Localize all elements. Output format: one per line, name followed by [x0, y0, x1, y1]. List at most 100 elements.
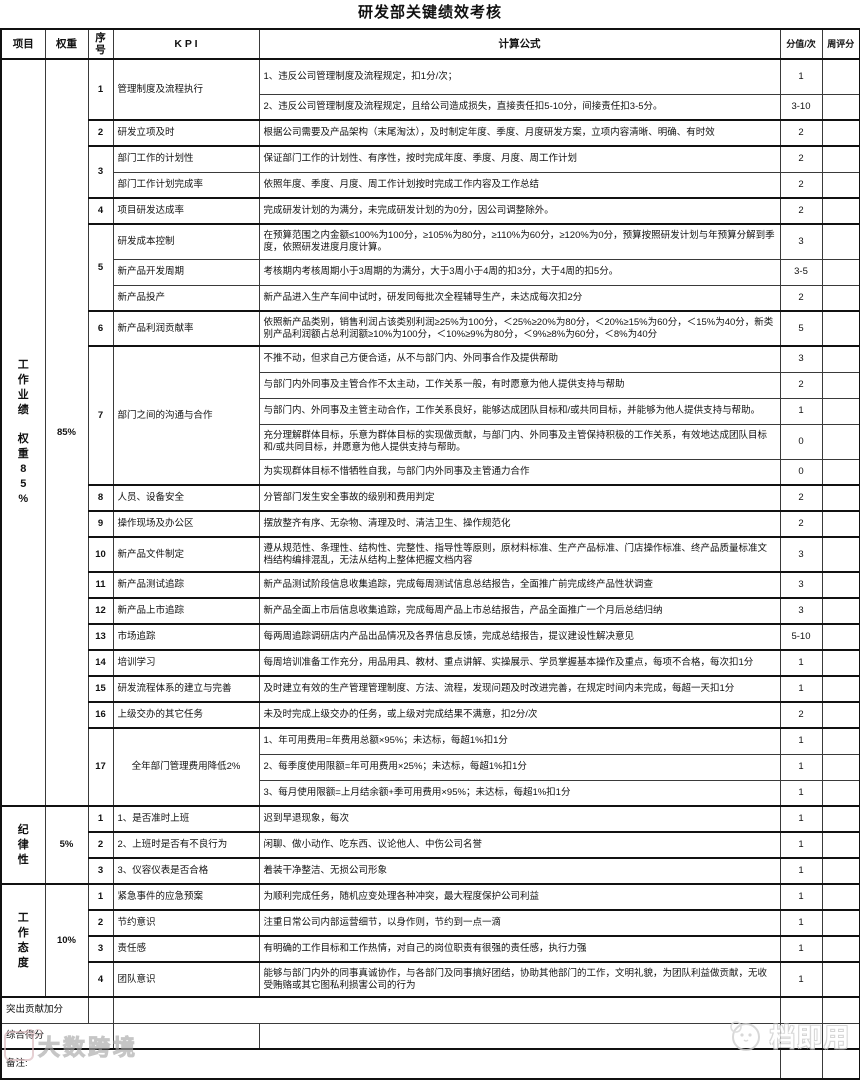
kpi-cell: 新产品利润贡献率	[112, 310, 260, 347]
table-row: 17 全年部门管理费用降低2% 1、年可用费用=年费用总额×95%；未达标，每超1%…	[1, 727, 860, 807]
table-row: 6 新产品利润贡献率 依照新产品类别，销售利润占该类别利润≥25%为100分，＜25…	[1, 310, 860, 347]
table-row: 10 新产品文件制定 遵从规范性、条理性、结构性、完整性、指导性等原则，原材料标准、…	[1, 536, 860, 573]
serial-cell: 7	[87, 345, 114, 486]
kpi-cell: 上级交办的其它任务	[112, 701, 260, 729]
serial-cell: 1	[87, 883, 114, 911]
week-score-cell	[821, 727, 860, 755]
week-score-cell	[821, 675, 860, 703]
weight-cell: 5%	[44, 805, 89, 885]
table-row: 15 研发流程体系的建立与完善 及时建立有效的生产管理管理制度、方法、流程，发现问题…	[1, 675, 860, 703]
total-score-label: 综合得分	[0, 1022, 114, 1050]
serial-cell: 17	[87, 727, 114, 807]
table-row: 2、每季度使用限额=年可用费用×25%；未达标，每超1%扣1分 1	[1, 753, 860, 781]
score-cell: 2	[779, 510, 823, 538]
table-header-row: 项目 权重 序号 K P I 计算公式 分值/次 周评分	[0, 28, 860, 60]
formula-cell: 摆放整齐有序、无杂物、清理及时、清洁卫生、操作规范化	[258, 510, 781, 538]
formula-cell: 着装干净整洁、无损公司形象	[258, 857, 781, 885]
remark-row: 备注:	[0, 1048, 860, 1080]
week-score-cell	[821, 223, 860, 260]
week-score-cell	[821, 571, 860, 599]
kpi-cell: 全年部门管理费用降低2%	[112, 727, 260, 807]
table-row: 11 新产品测试追踪 新产品测试阶段信息收集追踪，完成每周测试信息总结报告，全面推广…	[1, 571, 860, 599]
formula-cell: 依照新产品类别，销售利润占该类别利润≥25%为100分，＜25%≥20%为80分…	[258, 310, 781, 347]
score-cell: 1	[779, 753, 823, 781]
kpi-cell: 部门工作的计划性	[112, 145, 260, 173]
serial-cell: 6	[87, 310, 114, 347]
table-row: 4 团队意识 能够与部门内外的同事真诚协作，与各部门及同事搞好团结，协助其他部门的工…	[1, 961, 860, 998]
score-cell: 2	[779, 371, 823, 399]
week-score-cell	[821, 805, 860, 833]
table-row: 2、违反公司管理制度及流程规定，且给公司造成损失，直接责任扣5-10分，间接责任…	[1, 93, 860, 121]
formula-cell: 分管部门发生安全事故的级别和费用判定	[258, 484, 781, 512]
serial-cell: 3	[87, 935, 114, 963]
kpi-cell: 责任感	[112, 935, 260, 963]
kpi-cell: 管理制度及流程执行	[112, 58, 260, 121]
table-row: 7 部门之间的沟通与合作 不推不动，但求自己方便合适，从不与部门内、外同事合作及提供…	[1, 345, 860, 486]
kpi-cell: 节约意识	[112, 909, 260, 937]
total-score-cell	[779, 1022, 823, 1050]
score-cell: 2	[779, 119, 823, 147]
formula-cell: 充分理解群体目标，乐意为群体目标的实现做贡献，与部门内、外同事及主管保持积极的工…	[258, 423, 781, 460]
formula-cell: 注重日常公司内部运营细节，以身作则，节约到一点一滴	[258, 909, 781, 937]
week-score-cell	[821, 197, 860, 225]
kpi-cell: 操作现场及办公区	[112, 510, 260, 538]
kpi-table: 项目 权重 序号 K P I 计算公式 分值/次 周评分 工作业绩权重 8 5% 85…	[0, 28, 860, 1080]
kpi-cell: 市场追踪	[112, 623, 260, 651]
score-cell: 3-5	[779, 258, 823, 286]
score-cell: 3	[779, 536, 823, 573]
table-row: 工作业绩权重 8 5% 85% 1 管理制度及流程执行 1、违反公司管理制度及流程规定，扣1…	[0, 58, 860, 807]
project-cell: 工作业绩权重 8 5%	[0, 58, 46, 807]
bonus-week-cell	[821, 996, 860, 1024]
score-cell: 1	[779, 805, 823, 833]
week-score-cell	[821, 458, 860, 486]
table-row: 14 培训学习 每周培训准备工作充分，用品用具、教材、重点讲解、实操展示、学员掌握基…	[1, 649, 860, 677]
table-row: 8 人员、设备安全 分管部门发生安全事故的级别和费用判定 2	[1, 484, 860, 512]
week-score-cell	[821, 258, 860, 286]
week-score-cell	[821, 510, 860, 538]
week-score-cell	[821, 397, 860, 425]
total-mid-cell	[112, 1022, 260, 1050]
formula-cell: 考核期内考核周期小于3周期的为满分，大于3周小于4周的扣3分，大于4周的扣5分。	[258, 258, 781, 286]
week-score-cell	[821, 623, 860, 651]
score-cell: 3	[779, 223, 823, 260]
header-formula: 计算公式	[258, 28, 781, 60]
table-row: 纪律性 5% 1 1、是否准时上班 迟到早退现象，每次 1	[0, 805, 860, 885]
serial-cell: 14	[87, 649, 114, 677]
table-row: 12 新产品上市追踪 新产品全面上市后信息收集追踪，完成每周产品上市总结报告，产品全…	[1, 597, 860, 625]
header-project: 项目	[0, 28, 46, 60]
kpi-cell: 培训学习	[112, 649, 260, 677]
formula-cell: 新产品全面上市后信息收集追踪，完成每周产品上市总结报告，产品全面推广一个月后总结…	[258, 597, 781, 625]
kpi-cell: 2、上班时是否有不良行为	[112, 831, 260, 859]
serial-cell: 12	[87, 597, 114, 625]
week-score-cell	[821, 536, 860, 573]
score-cell: 1	[779, 935, 823, 963]
kpi-cell: 部门之间的沟通与合作	[112, 345, 260, 486]
table-row: 16 上级交办的其它任务 未及时完成上级交办的任务，或上级对完成结果不满意，扣2分/…	[1, 701, 860, 729]
score-cell: 1	[779, 909, 823, 937]
table-row: 13 市场追踪 每两周追踪调研店内产品出品情况及各界信息反馈，完成总结报告，提议建设…	[1, 623, 860, 651]
score-cell: 3	[779, 571, 823, 599]
table-row: 与部门内、外同事及主管主动合作，工作关系良好，能够达成团队目标和/或共同目标，并…	[1, 397, 860, 425]
bonus-row: 突出贡献加分	[0, 996, 860, 1024]
week-score-cell	[821, 345, 860, 373]
score-cell: 1	[779, 857, 823, 885]
score-cell: 1	[779, 675, 823, 703]
score-cell: 3	[779, 597, 823, 625]
formula-cell: 根据公司需要及产品架构（末尾淘汰），及时制定年度、季度、月度研发方案，立项内容清…	[258, 119, 781, 147]
formula-cell: 与部门内外同事及主管合作不太主动，工作关系一般，有时愿意为他人提供支持与帮助	[258, 371, 781, 399]
formula-cell: 1、年可用费用=年费用总额×95%；未达标，每超1%扣1分	[258, 727, 781, 755]
serial-cell: 3	[87, 857, 114, 885]
score-cell: 5-10	[779, 623, 823, 651]
week-score-cell	[821, 371, 860, 399]
formula-cell: 能够与部门内外的同事真诚协作，与各部门及同事搞好团结，协助其他部门的工作，文明礼…	[258, 961, 781, 998]
serial-cell: 9	[87, 510, 114, 538]
score-cell: 1	[779, 961, 823, 998]
weight-cell: 85%	[44, 58, 89, 807]
serial-cell: 16	[87, 701, 114, 729]
formula-cell: 有明确的工作目标和工作热情，对自己的岗位职责有很强的责任感，执行力强	[258, 935, 781, 963]
formula-cell: 新产品测试阶段信息收集追踪，完成每周测试信息总结报告，全面推广前完成终产品性状调…	[258, 571, 781, 599]
score-cell: 2	[779, 145, 823, 173]
kpi-cell: 新产品上市追踪	[112, 597, 260, 625]
serial-cell: 8	[87, 484, 114, 512]
